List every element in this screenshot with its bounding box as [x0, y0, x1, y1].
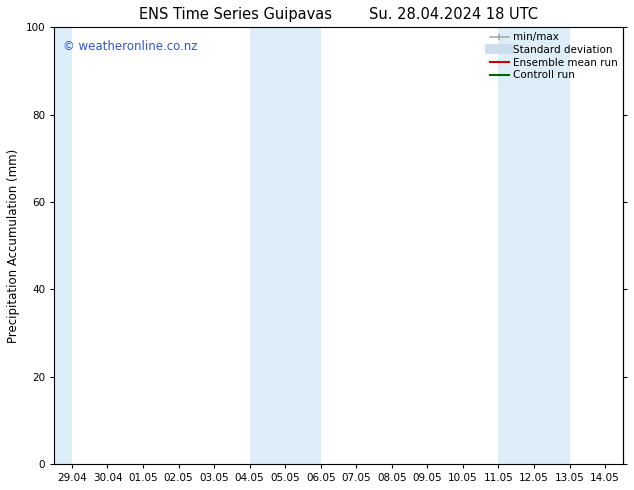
Legend: min/max, Standard deviation, Ensemble mean run, Controll run: min/max, Standard deviation, Ensemble me…: [488, 30, 620, 82]
Bar: [250, 27, 321, 464]
Bar: [54, 27, 72, 464]
Y-axis label: Precipitation Accumulation (mm): Precipitation Accumulation (mm): [7, 148, 20, 343]
Title: ENS Time Series Guipavas        Su. 28.04.2024 18 UTC: ENS Time Series Guipavas Su. 28.04.2024 …: [139, 7, 538, 22]
Text: © weatheronline.co.nz: © weatheronline.co.nz: [63, 40, 197, 53]
Bar: [498, 27, 569, 464]
